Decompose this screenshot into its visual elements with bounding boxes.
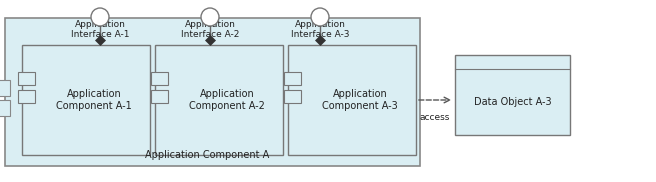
Bar	[22, 45, 150, 155]
Ellipse shape	[201, 8, 219, 26]
Bar	[0, 80, 10, 96]
Bar	[155, 45, 283, 155]
Bar	[455, 55, 570, 135]
Bar	[288, 45, 416, 155]
Bar	[284, 90, 301, 103]
Text: access: access	[420, 113, 450, 122]
Text: Application
Component A-2: Application Component A-2	[189, 89, 265, 111]
Bar	[151, 72, 168, 85]
Bar	[18, 90, 35, 103]
Bar	[18, 72, 35, 85]
Text: Application
Interface A-1: Application Interface A-1	[71, 20, 129, 39]
Bar	[0, 100, 10, 116]
Text: Application
Interface A-3: Application Interface A-3	[291, 20, 349, 39]
Bar	[5, 18, 420, 166]
Text: Application
Component A-3: Application Component A-3	[322, 89, 398, 111]
Ellipse shape	[311, 8, 329, 26]
Bar	[284, 72, 301, 85]
Text: Data Object A-3: Data Object A-3	[474, 97, 551, 107]
Bar	[151, 90, 168, 103]
Text: Application
Interface A-2: Application Interface A-2	[181, 20, 239, 39]
Ellipse shape	[91, 8, 109, 26]
Text: Application Component A: Application Component A	[145, 150, 269, 160]
Text: Application
Component A-1: Application Component A-1	[56, 89, 132, 111]
